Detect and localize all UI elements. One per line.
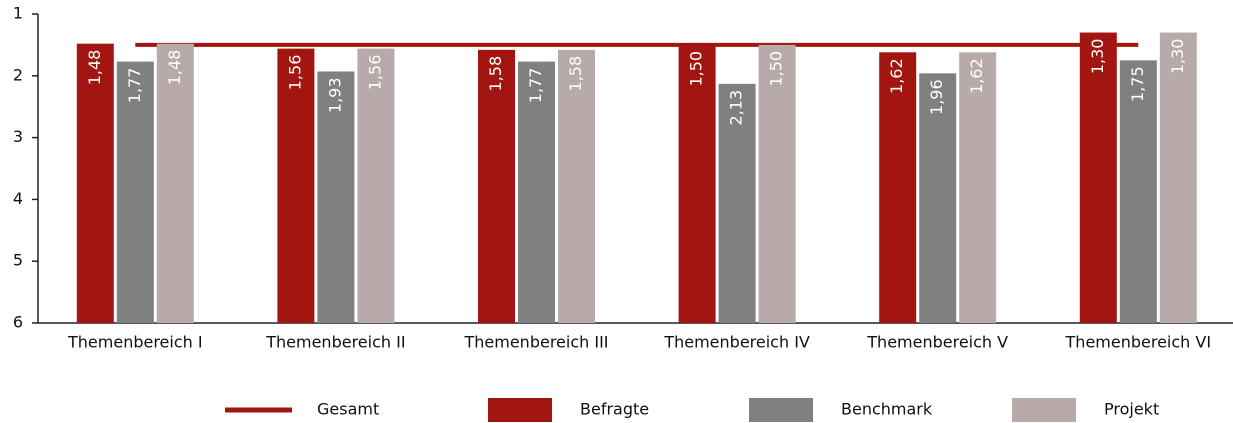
value-label: 1,77	[526, 68, 545, 104]
value-label: 1,30	[1168, 39, 1187, 75]
value-label: 1,62	[967, 58, 986, 94]
bar	[277, 48, 315, 323]
bar	[1079, 32, 1117, 323]
legend-label: Benchmark	[841, 400, 933, 419]
bar	[1159, 32, 1197, 323]
value-label: 1,75	[1128, 66, 1147, 102]
x-tick-label: Themenbereich IV	[663, 333, 810, 352]
bar	[357, 48, 395, 323]
legend-label: Befragte	[580, 400, 649, 419]
value-label: 1,56	[365, 55, 384, 91]
y-tick-label: 3	[13, 127, 23, 146]
y-tick-label: 6	[13, 313, 23, 332]
value-label: 2,13	[727, 90, 746, 126]
value-label: 1,93	[325, 77, 344, 113]
value-label: 1,48	[165, 50, 184, 86]
legend-label: Projekt	[1104, 400, 1159, 419]
value-label: 1,30	[1088, 39, 1107, 75]
value-label: 1,50	[767, 51, 786, 87]
bar	[76, 43, 114, 323]
bar	[678, 44, 716, 324]
legend-swatch	[1012, 398, 1076, 422]
legend-swatch	[749, 398, 813, 422]
y-tick-label: 5	[13, 251, 23, 270]
value-label: 1,96	[927, 79, 946, 115]
bar	[758, 44, 796, 324]
legend-label: Gesamt	[317, 400, 379, 419]
x-tick-label: Themenbereich II	[265, 333, 405, 352]
bar	[518, 61, 555, 323]
bar	[116, 61, 154, 323]
value-label: 1,56	[285, 55, 304, 91]
value-label: 1,50	[687, 51, 706, 87]
legend-swatch	[225, 407, 292, 413]
x-tick-label: Themenbereich III	[463, 333, 608, 352]
legend-swatch	[488, 398, 552, 422]
value-label: 1,62	[887, 58, 906, 94]
bar	[959, 52, 997, 323]
bar	[156, 43, 194, 323]
value-label: 1,48	[85, 50, 104, 86]
bar	[919, 73, 957, 323]
y-tick-label: 1	[13, 4, 23, 23]
value-label: 1,77	[125, 68, 144, 104]
y-tick-label: 2	[13, 65, 23, 84]
x-tick-label: Themenbereich V	[866, 333, 1008, 352]
value-label: 1,58	[566, 56, 585, 92]
bar	[718, 83, 756, 323]
bar	[879, 52, 917, 323]
x-tick-label: Themenbereich VI	[1065, 333, 1212, 352]
x-tick-label: Themenbereich I	[67, 333, 203, 352]
bar	[1119, 60, 1157, 323]
value-label: 1,58	[486, 56, 505, 92]
bar	[478, 49, 515, 324]
y-tick-label: 4	[13, 189, 23, 208]
bar	[558, 49, 595, 324]
bar	[317, 71, 355, 323]
